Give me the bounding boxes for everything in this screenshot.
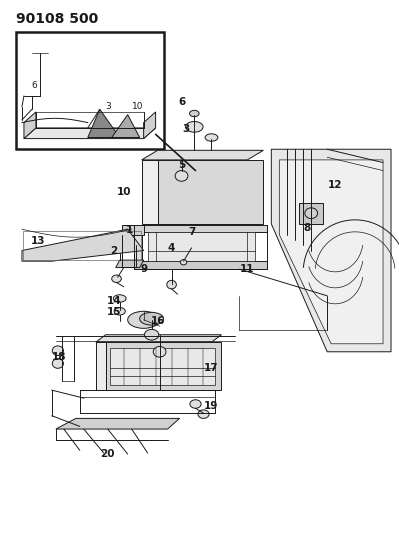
Ellipse shape: [112, 275, 121, 282]
Ellipse shape: [190, 110, 199, 117]
Text: 17: 17: [204, 363, 219, 373]
Text: 9: 9: [140, 264, 147, 274]
Text: 18: 18: [52, 352, 66, 362]
Ellipse shape: [52, 346, 63, 356]
Ellipse shape: [186, 122, 203, 132]
Text: 12: 12: [328, 181, 342, 190]
Ellipse shape: [114, 308, 125, 315]
Text: 3: 3: [105, 102, 111, 111]
Polygon shape: [106, 342, 221, 390]
Text: 16: 16: [150, 316, 165, 326]
Text: 1: 1: [126, 225, 133, 235]
Text: 3: 3: [182, 124, 189, 134]
Polygon shape: [158, 160, 263, 224]
Ellipse shape: [52, 359, 63, 368]
Bar: [148, 232, 255, 261]
Text: 20: 20: [101, 449, 115, 459]
Ellipse shape: [128, 311, 160, 328]
Polygon shape: [279, 160, 383, 344]
Polygon shape: [142, 160, 158, 224]
Polygon shape: [144, 112, 156, 139]
Text: 6: 6: [178, 98, 185, 107]
Polygon shape: [88, 109, 120, 138]
Ellipse shape: [113, 295, 126, 302]
Ellipse shape: [190, 400, 201, 408]
Ellipse shape: [140, 312, 164, 325]
Text: 14: 14: [107, 296, 121, 306]
Polygon shape: [134, 225, 267, 232]
Ellipse shape: [180, 260, 187, 265]
Ellipse shape: [305, 208, 318, 219]
Polygon shape: [116, 260, 144, 268]
Text: 2: 2: [110, 246, 117, 255]
Ellipse shape: [167, 280, 176, 289]
Ellipse shape: [198, 410, 209, 418]
Ellipse shape: [175, 171, 188, 181]
Text: 10: 10: [117, 187, 131, 197]
Polygon shape: [22, 229, 144, 261]
Ellipse shape: [144, 329, 159, 340]
Text: 5: 5: [178, 160, 185, 170]
Polygon shape: [134, 261, 267, 269]
Text: 4: 4: [168, 243, 175, 253]
Text: 11: 11: [240, 264, 255, 274]
Polygon shape: [24, 128, 156, 139]
Polygon shape: [112, 115, 140, 138]
Text: 10: 10: [132, 102, 143, 111]
Bar: [110, 348, 215, 385]
Polygon shape: [271, 149, 391, 352]
Bar: [23, 231, 141, 260]
Text: 8: 8: [304, 223, 311, 233]
Polygon shape: [134, 225, 142, 269]
Ellipse shape: [153, 346, 166, 357]
Polygon shape: [24, 112, 36, 139]
Polygon shape: [122, 225, 144, 235]
Bar: [16, 32, 164, 149]
Text: 19: 19: [204, 401, 219, 411]
Polygon shape: [96, 335, 221, 342]
Text: 6: 6: [31, 81, 37, 90]
Polygon shape: [96, 342, 106, 390]
Polygon shape: [299, 203, 323, 224]
Text: 13: 13: [31, 236, 45, 246]
Text: 15: 15: [107, 307, 121, 317]
Text: 7: 7: [188, 227, 195, 237]
Polygon shape: [142, 150, 263, 160]
Polygon shape: [56, 418, 180, 429]
Ellipse shape: [205, 134, 218, 141]
Text: 90108 500: 90108 500: [16, 12, 98, 26]
